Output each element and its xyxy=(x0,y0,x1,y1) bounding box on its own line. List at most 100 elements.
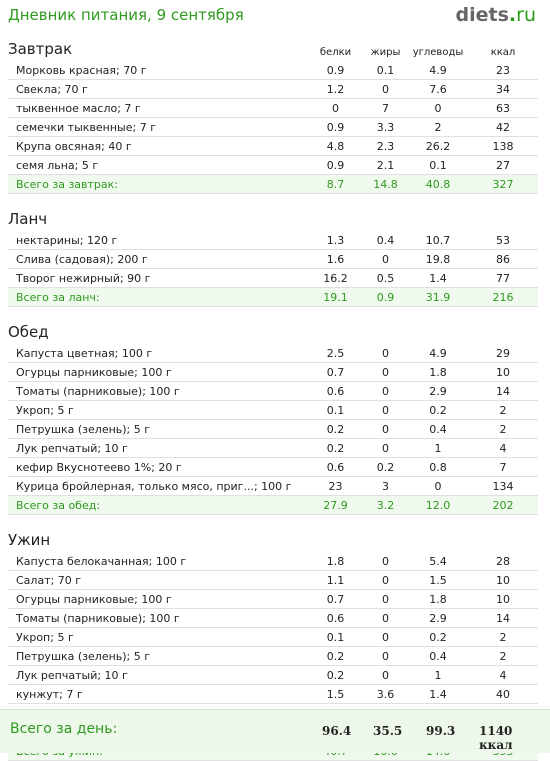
food-value: 0.8 xyxy=(408,457,468,477)
food-value: 26.2 xyxy=(408,136,468,156)
site-logo[interactable]: diets.ru xyxy=(456,4,536,26)
food-value: 23 xyxy=(308,476,363,496)
food-value: 77 xyxy=(468,268,538,288)
meal-header-row: Обед xyxy=(8,319,538,344)
logo-main: diets xyxy=(455,4,509,26)
food-value: 0 xyxy=(363,344,408,363)
food-row[interactable]: Морковь красная; 70 г 0.9 0.1 4.9 23 xyxy=(8,61,538,80)
food-row[interactable]: Петрушка (зелень); 5 г 0.2 0 0.4 2 xyxy=(8,646,538,666)
column-header: белки xyxy=(319,47,352,58)
food-row[interactable]: Слива (садовая); 200 г 1.6 0 19.8 86 xyxy=(8,249,538,269)
food-value: 16.2 xyxy=(308,268,363,288)
food-row[interactable]: Огурцы парниковые; 100 г 0.7 0 1.8 10 xyxy=(8,589,538,609)
day-total-fat: 35.5 xyxy=(373,724,403,738)
food-row[interactable]: Свекла; 70 г 1.2 0 7.6 34 xyxy=(8,79,538,99)
column-header: углеводы xyxy=(412,47,464,58)
food-row[interactable]: Петрушка (зелень); 5 г 0.2 0 0.4 2 xyxy=(8,419,538,439)
food-value: 0 xyxy=(363,362,408,382)
food-name: Капуста белокачанная; 100 г xyxy=(8,552,308,571)
food-name: Капуста цветная; 100 г xyxy=(8,344,308,363)
food-row[interactable]: Укроп; 5 г 0.1 0 0.2 2 xyxy=(8,400,538,420)
food-value: 0 xyxy=(363,400,408,420)
food-value: 0.2 xyxy=(363,457,408,477)
food-value: 53 xyxy=(468,231,538,250)
food-row[interactable]: Творог нежирный; 90 г 16.2 0.5 1.4 77 xyxy=(8,268,538,288)
food-value: 0.1 xyxy=(308,627,363,647)
day-total-carbs: 99.3 xyxy=(426,724,456,738)
food-name: Курица бройлерная, только мясо, приг...;… xyxy=(8,476,308,496)
food-row[interactable]: кунжут; 7 г 1.5 3.6 1.4 40 xyxy=(8,684,538,704)
food-value: 134 xyxy=(468,476,538,496)
food-value: 3.3 xyxy=(363,117,408,137)
food-row[interactable]: кефир Вкуснотеево 1%; 20 г 0.6 0.2 0.8 7 xyxy=(8,457,538,477)
food-value: 2 xyxy=(468,400,538,420)
food-value: 0 xyxy=(308,98,363,118)
food-value: 4.9 xyxy=(408,61,468,80)
meal-spacer xyxy=(8,515,538,528)
food-row[interactable]: нектарины; 120 г 1.3 0.4 10.7 53 xyxy=(8,231,538,250)
food-value: 4.9 xyxy=(408,344,468,363)
food-name: семя льна; 5 г xyxy=(8,155,308,175)
food-row[interactable]: Томаты (парниковые); 100 г 0.6 0 2.9 14 xyxy=(8,608,538,628)
diary-table: Завтрак белки жиры углеводы ккал Морковь крас… xyxy=(8,36,538,761)
food-name: тыквенное масло; 7 г xyxy=(8,98,308,118)
food-value: 0 xyxy=(363,249,408,269)
food-value: 0 xyxy=(363,419,408,439)
food-value: 0.7 xyxy=(308,589,363,609)
food-value: 0.6 xyxy=(308,608,363,628)
food-value: 0.1 xyxy=(363,61,408,80)
spacer-cell xyxy=(8,515,538,528)
food-row[interactable]: Лук репчатый; 10 г 0.2 0 1 4 xyxy=(8,438,538,458)
day-total-label: Всего за день: xyxy=(10,721,118,737)
food-value: 2.9 xyxy=(408,381,468,401)
food-value: 0 xyxy=(408,476,468,496)
food-row[interactable]: Лук репчатый; 10 г 0.2 0 1 4 xyxy=(8,665,538,685)
meal-total-value: 27.9 xyxy=(308,495,363,515)
meal-total-label: Всего за ланч: xyxy=(8,287,308,307)
food-row[interactable]: семечки тыквенные; 7 г 0.9 3.3 2 42 xyxy=(8,117,538,137)
page-title: Дневник питания, 9 сентября xyxy=(8,6,244,24)
meal-spacer xyxy=(8,307,538,320)
food-name: Огурцы парниковые; 100 г xyxy=(8,589,308,609)
food-value: 0 xyxy=(363,608,408,628)
food-row[interactable]: Укроп; 5 г 0.1 0 0.2 2 xyxy=(8,627,538,647)
food-name: Салат; 70 г xyxy=(8,570,308,590)
food-value: 10 xyxy=(468,589,538,609)
empty-header-cell xyxy=(308,206,363,231)
food-name: Творог нежирный; 90 г xyxy=(8,268,308,288)
food-value: 2 xyxy=(468,646,538,666)
food-value: 1.2 xyxy=(308,79,363,99)
food-row[interactable]: Крупа овсяная; 40 г 4.8 2.3 26.2 138 xyxy=(8,136,538,156)
meal-title: Ланч xyxy=(8,210,48,228)
meal-total-value: 14.8 xyxy=(363,174,408,194)
food-row[interactable]: тыквенное масло; 7 г 0 7 0 63 xyxy=(8,98,538,118)
food-value: 10 xyxy=(468,570,538,590)
food-value: 7 xyxy=(468,457,538,477)
meal-spacer xyxy=(8,194,538,207)
food-value: 1.4 xyxy=(408,684,468,704)
food-row[interactable]: Капуста цветная; 100 г 2.5 0 4.9 29 xyxy=(8,344,538,363)
food-name: кефир Вкуснотеево 1%; 20 г xyxy=(8,457,308,477)
food-name: Укроп; 5 г xyxy=(8,627,308,647)
food-row[interactable]: Томаты (парниковые); 100 г 0.6 0 2.9 14 xyxy=(8,381,538,401)
meal-title: Ужин xyxy=(8,531,51,549)
food-value: 0.2 xyxy=(308,665,363,685)
food-value: 7 xyxy=(363,98,408,118)
food-value: 1.3 xyxy=(308,231,363,250)
meal-total-value: 202 xyxy=(468,495,538,515)
food-value: 63 xyxy=(468,98,538,118)
meal-total-value: 31.9 xyxy=(408,287,468,307)
food-value: 19.8 xyxy=(408,249,468,269)
food-row[interactable]: Курица бройлерная, только мясо, приг...;… xyxy=(8,476,538,496)
food-value: 2 xyxy=(468,419,538,439)
food-row[interactable]: семя льна; 5 г 0.9 2.1 0.1 27 xyxy=(8,155,538,175)
food-value: 1.8 xyxy=(408,589,468,609)
food-value: 0 xyxy=(363,570,408,590)
food-row[interactable]: Салат; 70 г 1.1 0 1.5 10 xyxy=(8,570,538,590)
food-row[interactable]: Огурцы парниковые; 100 г 0.7 0 1.8 10 xyxy=(8,362,538,382)
food-value: 0.2 xyxy=(408,627,468,647)
food-value: 3.6 xyxy=(363,684,408,704)
meal-header-row: Завтрак белки жиры углеводы ккал xyxy=(8,36,538,61)
food-row[interactable]: Капуста белокачанная; 100 г 1.8 0 5.4 28 xyxy=(8,552,538,571)
meal-total-row: Всего за завтрак: 8.7 14.8 40.8 327 xyxy=(8,174,538,194)
